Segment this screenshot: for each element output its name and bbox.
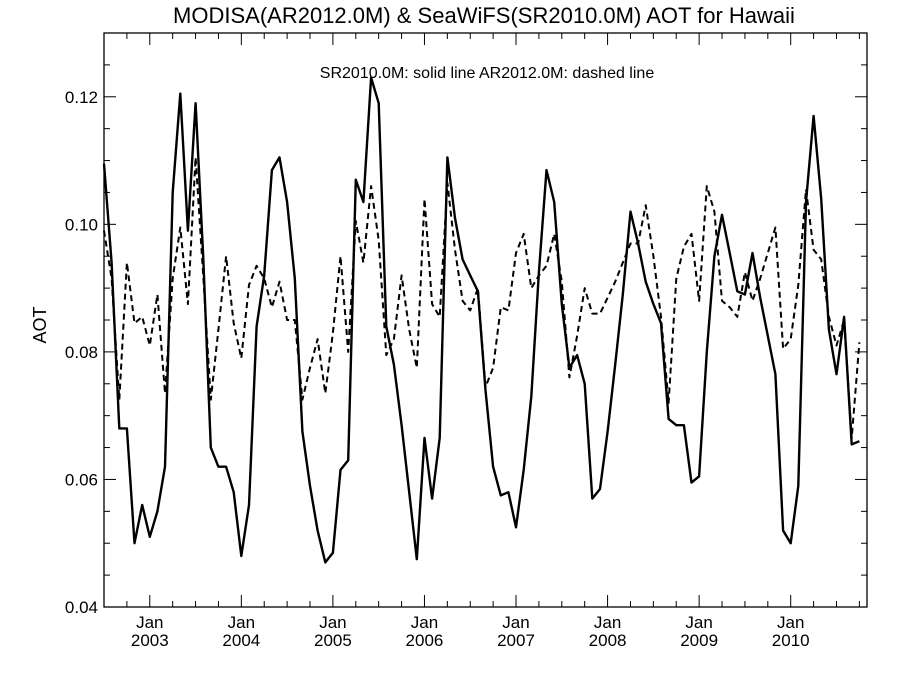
plot-axes: 0.040.060.080.100.12Jan2003Jan2004Jan200… xyxy=(65,32,868,650)
x-tick-year-label: 2005 xyxy=(314,631,352,650)
x-tick-month-label: Jan xyxy=(502,613,529,632)
y-tick-label: 0.10 xyxy=(65,215,98,234)
x-tick-year-label: 2006 xyxy=(406,631,444,650)
y-axis-label: AOT xyxy=(30,306,50,343)
series-line-dashed xyxy=(103,156,861,439)
x-tick-month-label: Jan xyxy=(136,613,163,632)
y-tick-label: 0.06 xyxy=(65,470,98,489)
series-line-solid xyxy=(102,76,860,564)
y-tick-label: 0.08 xyxy=(65,343,98,362)
x-tick-month-label: Jan xyxy=(594,613,621,632)
x-tick-year-label: 2010 xyxy=(772,631,810,650)
y-tick-label: 0.04 xyxy=(65,598,98,617)
x-tick-year-label: 2003 xyxy=(131,631,169,650)
x-tick-month-label: Jan xyxy=(411,613,438,632)
x-tick-month-label: Jan xyxy=(319,613,346,632)
x-tick-year-label: 2007 xyxy=(497,631,535,650)
y-tick-label: 0.12 xyxy=(65,88,98,107)
x-tick-month-label: Jan xyxy=(685,613,712,632)
x-tick-year-label: 2004 xyxy=(222,631,260,650)
chart-title: MODISA(AR2012.0M) & SeaWiFS(SR2010.0M) A… xyxy=(173,3,795,28)
x-tick-year-label: 2009 xyxy=(680,631,718,650)
x-tick-year-label: 2008 xyxy=(589,631,627,650)
x-tick-month-label: Jan xyxy=(228,613,255,632)
x-tick-month-label: Jan xyxy=(777,613,804,632)
line-style-annotation: SR2010.0M: solid line AR2012.0M: dashed … xyxy=(320,65,655,82)
series-layer xyxy=(102,76,861,564)
